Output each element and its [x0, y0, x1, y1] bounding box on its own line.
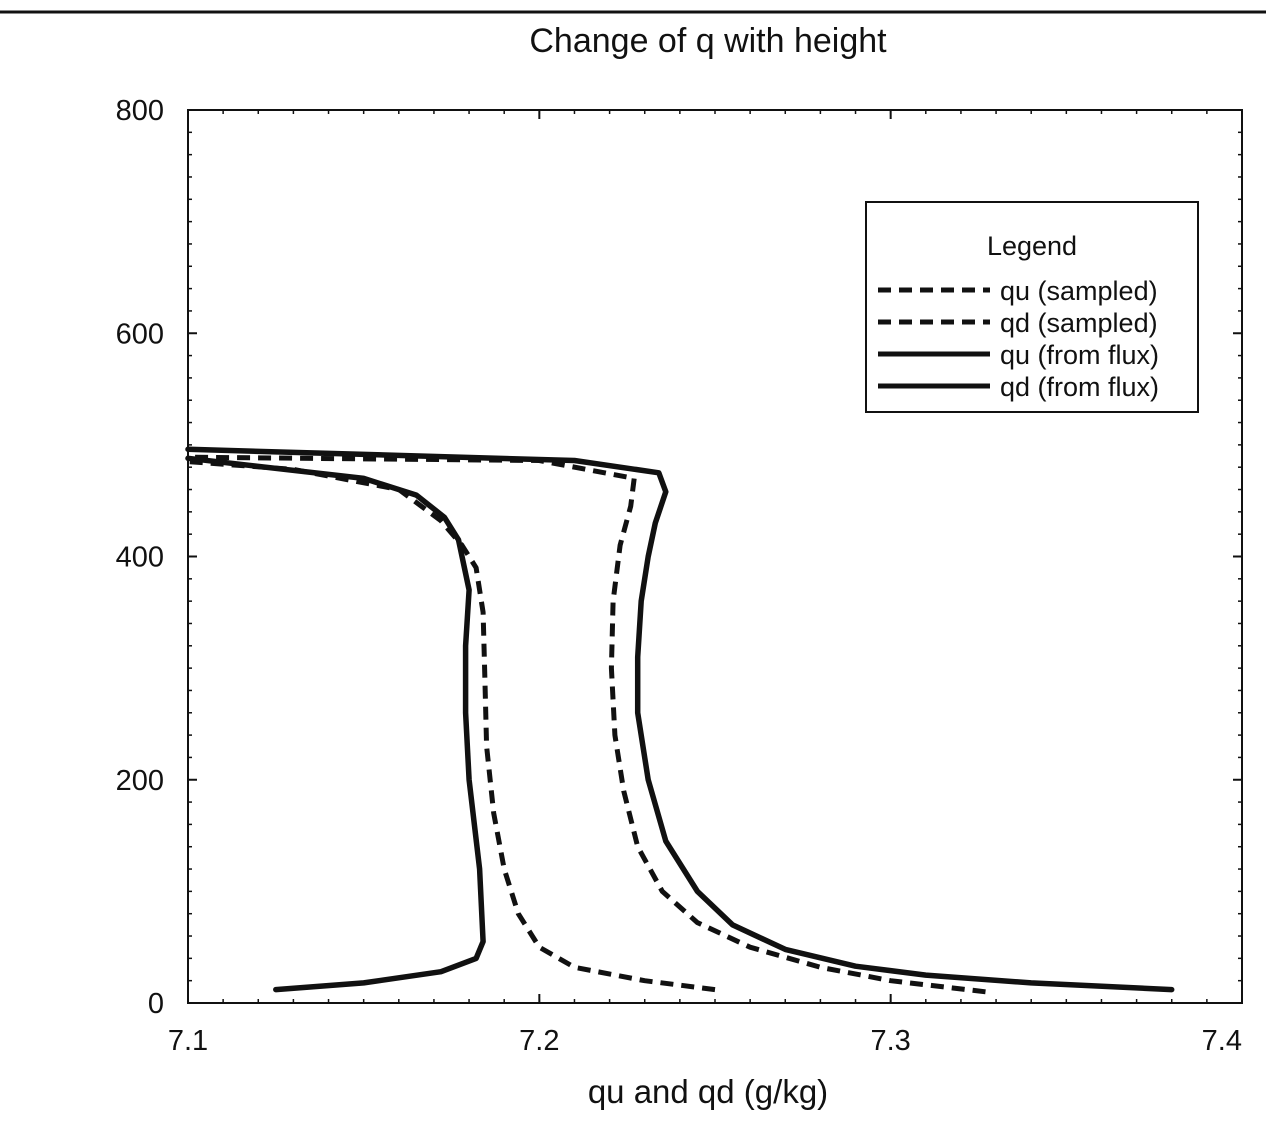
legend-label: qd (sampled) — [1000, 308, 1158, 338]
legend-entries: qu (sampled)qd (sampled)qu (from flux)qd… — [878, 276, 1159, 402]
y-tick-label: 0 — [148, 988, 164, 1020]
series-line-4 — [185, 455, 486, 993]
series-lines — [185, 446, 1175, 995]
chart-title: Change of q with height — [529, 22, 887, 60]
legend-label: qd (from flux) — [1000, 372, 1159, 402]
series-line-3 — [185, 446, 1175, 993]
x-tick-label: 7.2 — [519, 1025, 559, 1057]
y-tick-label: 400 — [116, 542, 164, 574]
y-tick-label: 200 — [116, 765, 164, 797]
x-tick-label: 7.3 — [871, 1025, 911, 1057]
legend-label: qu (sampled) — [1000, 276, 1158, 306]
x-tick-label: 7.4 — [1202, 1025, 1242, 1057]
series-line-1 — [187, 454, 986, 995]
legend-title: Legend — [987, 231, 1077, 261]
legend-box — [865, 201, 1199, 413]
series-line-2 — [187, 459, 716, 993]
axis-ticks: 0 200 400 600 800 7.1 7.2 7.3 7.4 — [116, 95, 1243, 1057]
x-tick-label: 7.1 — [168, 1025, 208, 1057]
x-axis-label: qu and qd (g/kg) — [588, 1073, 828, 1110]
y-tick-label: 800 — [116, 95, 164, 127]
y-tick-label: 600 — [116, 318, 164, 350]
legend-label: qu (from flux) — [1000, 340, 1159, 370]
legend: Legend qu (sampled)qd (sampled)qu (from … — [865, 201, 1199, 413]
